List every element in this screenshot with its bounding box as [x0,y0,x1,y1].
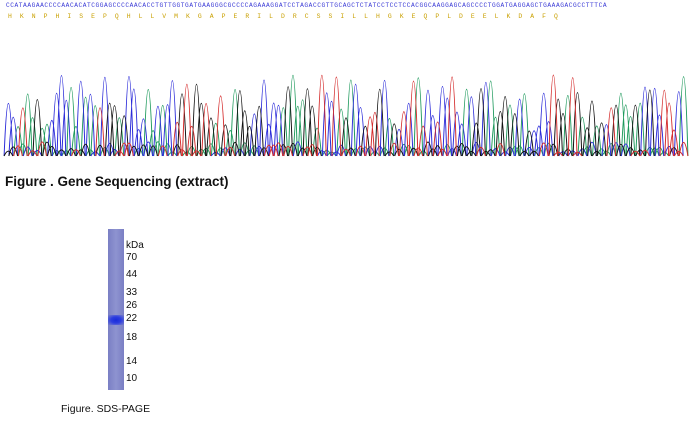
marker-18: 18 [126,332,138,343]
trace-G [3,83,679,157]
marker-26: 26 [126,300,138,311]
amino-acid-sequence: H K N P H I S E P Q H L L V M K G A P E … [8,13,559,20]
trace-plot [3,74,689,157]
marker-22: 22 [126,313,138,324]
trace-A [13,75,689,157]
gene-sequencing-caption: Figure . Gene Sequencing (extract) [5,174,229,189]
dna-sequence: CCATAAGAACCCCAACACATCGGAGCCCCAACACCTGTTG… [6,2,608,9]
sds-page-lane [108,229,124,390]
sequencing-chromatogram: CCATAAGAACCCCAACACATCGGAGCCCCAACACCTGTTG… [0,0,691,162]
marker-70: 70 [126,252,138,263]
kda-unit-label: kDa [126,240,144,251]
sds-page-caption: Figure. SDS-PAGE [61,403,151,415]
trace-C [3,75,684,157]
protein-band [108,315,124,325]
trace-T [13,74,689,157]
marker-33: 33 [126,287,138,298]
marker-44: 44 [126,269,138,280]
marker-10: 10 [126,373,138,384]
marker-14: 14 [126,356,138,367]
